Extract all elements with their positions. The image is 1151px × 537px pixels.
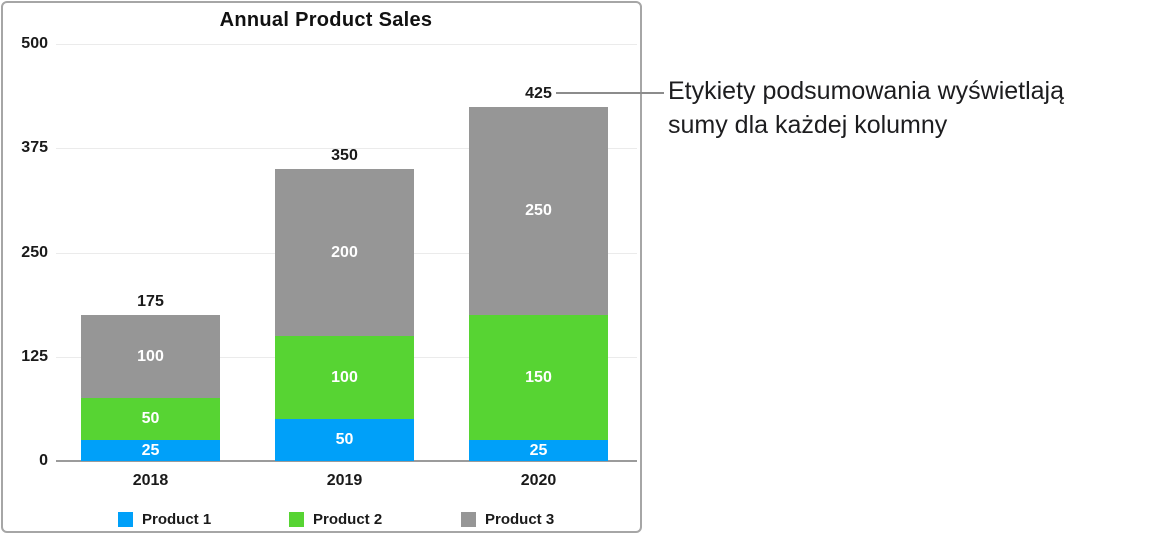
- legend-label: Product 2: [313, 510, 383, 528]
- bar-segment: [81, 440, 220, 461]
- y-tick-label: 375: [21, 139, 48, 157]
- bar-total-label: 425: [525, 84, 552, 102]
- segment-value-label: 100: [331, 368, 358, 386]
- bar-segment: [275, 169, 414, 336]
- gridline: [56, 44, 637, 45]
- segment-value-label: 250: [525, 201, 552, 219]
- legend-swatch: [461, 511, 476, 527]
- legend-item: Product 2: [289, 509, 382, 529]
- bar-segment: [81, 315, 220, 399]
- y-tick-label: 0: [39, 452, 48, 469]
- segment-value-label: 50: [335, 431, 354, 449]
- bar-segment: [469, 440, 608, 461]
- bar-total-label: 175: [137, 293, 164, 311]
- annotation-line-1: Etykiety podsumowania wyświetlają: [668, 77, 1065, 105]
- bar-total-label: 350: [331, 147, 358, 165]
- y-tick-label: 125: [21, 347, 48, 365]
- y-tick-label: 500: [21, 35, 48, 52]
- chart-title: Annual Product Sales: [219, 9, 433, 31]
- legend-swatch: [289, 511, 304, 527]
- legend-item: Product 1: [118, 509, 211, 529]
- legend-label: Product 1: [142, 510, 212, 528]
- segment-value-label: 200: [331, 243, 358, 261]
- y-tick-label: 250: [21, 243, 48, 261]
- category-label: 2020: [520, 472, 557, 489]
- segment-value-label: 150: [525, 368, 552, 386]
- segment-value-label: 25: [529, 441, 548, 459]
- annotation-text: Etykiety podsumowania wyświetlają sumy d…: [668, 74, 1064, 142]
- category-label: 2018: [132, 472, 169, 489]
- segment-value-label: 100: [137, 347, 164, 365]
- bar-segment: [275, 419, 414, 461]
- annotation-line-2: sumy dla każdej kolumny: [668, 111, 948, 139]
- gridline: [56, 148, 637, 149]
- bar-segment: [469, 106, 608, 316]
- legend-item: Product 3: [461, 509, 554, 529]
- bar-segment: [275, 335, 414, 420]
- segment-value-label: 50: [141, 410, 160, 428]
- segment-value-label: 25: [141, 441, 160, 459]
- x-axis-line: [56, 460, 637, 462]
- bar-segment: [469, 315, 608, 441]
- callout-line: [556, 92, 664, 94]
- category-label: 2019: [326, 472, 363, 489]
- bar-segment: [81, 398, 220, 441]
- legend-label: Product 3: [485, 510, 555, 528]
- legend-swatch: [118, 511, 133, 527]
